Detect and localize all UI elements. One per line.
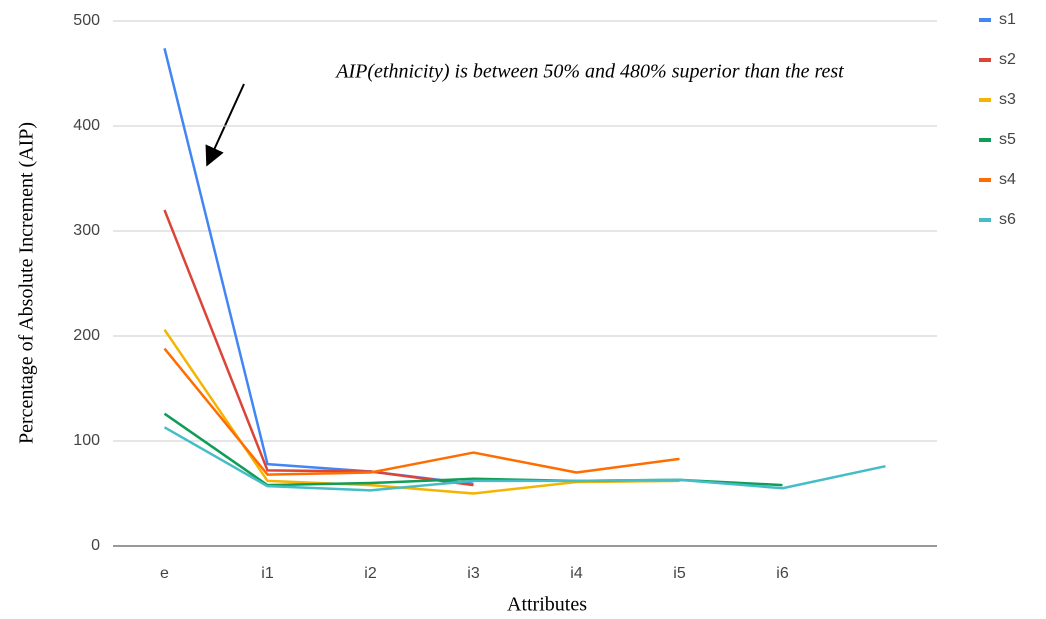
legend-label: s2: [999, 51, 1016, 68]
legend-label: s4: [999, 171, 1016, 188]
y-axis-label: Percentage of Absolute Increment (AIP): [16, 122, 38, 444]
x-tick-label: e: [160, 565, 169, 582]
x-tick-label: i6: [776, 565, 789, 582]
x-tick-label: i4: [570, 565, 583, 582]
x-tick-label: i2: [364, 565, 377, 582]
x-tick-label: i5: [673, 565, 686, 582]
series-line: [163, 347, 680, 476]
series-line: [163, 426, 886, 492]
y-tick-label: 200: [73, 327, 100, 344]
series-line: [163, 47, 474, 486]
x-tick-label: i1: [261, 565, 274, 582]
x-axis-label: Attributes: [507, 594, 587, 616]
series-line: [163, 209, 474, 487]
annotation-arrow: [205, 83, 245, 167]
y-tick-label: 0: [91, 537, 100, 554]
y-tick-label: 500: [73, 12, 100, 29]
y-tick-label: 300: [73, 222, 100, 239]
y-tick-label: 400: [73, 117, 100, 134]
legend-label: s3: [999, 91, 1016, 108]
annotation: AIP(ethnicity) is between 50% and 480% s…: [334, 61, 844, 83]
x-tick-label: i3: [467, 565, 480, 582]
y-tick-label: 100: [73, 432, 100, 449]
legend-label: s5: [999, 131, 1016, 148]
legend-label: s6: [999, 211, 1016, 228]
legend-label: s1: [999, 11, 1016, 28]
